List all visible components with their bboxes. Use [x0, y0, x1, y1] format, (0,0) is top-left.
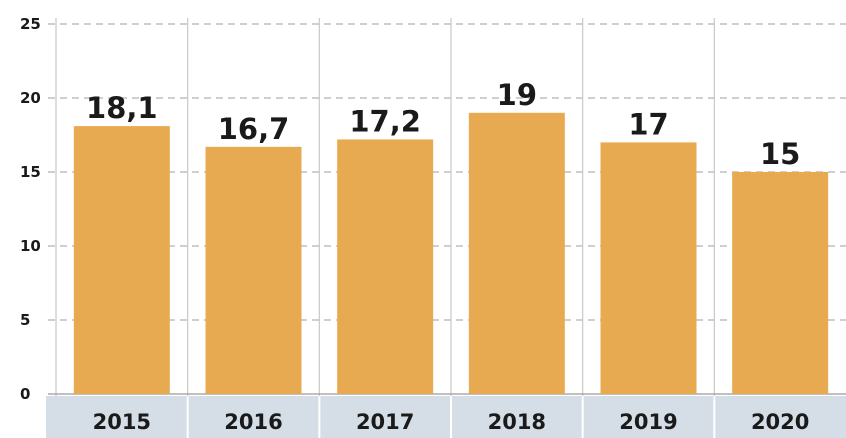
data-label: 16,7 — [218, 112, 290, 146]
y-tick-label: 5 — [20, 311, 30, 329]
x-tick-label: 2018 — [488, 410, 546, 434]
x-tick-label: 2016 — [224, 410, 282, 434]
y-tick-label: 25 — [20, 15, 41, 33]
data-label: 15 — [760, 137, 800, 171]
data-label: 17,2 — [349, 104, 421, 138]
y-tick-label: 15 — [20, 163, 41, 181]
data-label: 19 — [497, 78, 537, 112]
x-tick-label: 2020 — [751, 410, 809, 434]
bar — [468, 112, 565, 395]
bar — [205, 146, 302, 394]
bar — [732, 172, 829, 394]
x-tick-label: 2019 — [619, 410, 677, 434]
data-label: 18,1 — [86, 91, 158, 125]
y-tick-label: 0 — [20, 385, 30, 403]
x-axis-band — [46, 396, 846, 438]
x-tick-label: 2015 — [93, 410, 151, 434]
data-label: 17 — [628, 107, 668, 141]
y-tick-label: 20 — [20, 89, 41, 107]
x-tick-label: 2017 — [356, 410, 414, 434]
bar — [600, 142, 697, 394]
bar — [337, 139, 434, 394]
bar — [73, 126, 170, 395]
y-tick-label: 10 — [20, 237, 41, 255]
